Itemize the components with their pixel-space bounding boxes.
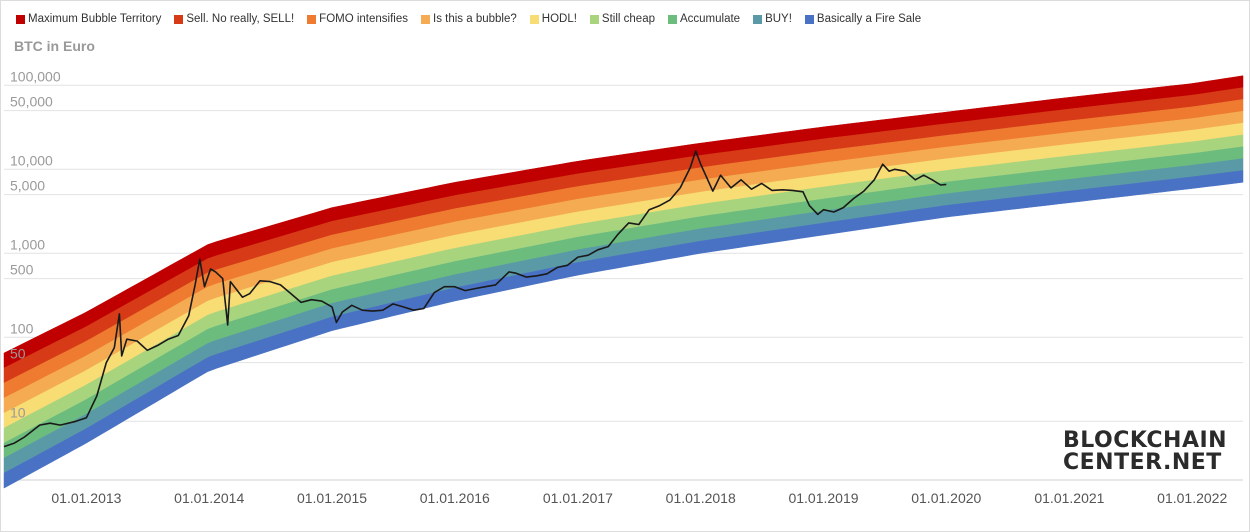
legend-swatch — [307, 14, 317, 24]
price-series — [3, 150, 947, 448]
y-tick-label: 100,000 — [10, 68, 61, 84]
legend-label: HODL! — [541, 13, 577, 25]
y-tick-label: 50,000 — [10, 94, 53, 110]
logo-line-2: CENTER.NET — [1063, 450, 1222, 475]
legend-label: Accumulate — [679, 13, 741, 25]
y-tick-label: 10,000 — [10, 152, 53, 168]
y-tick-label: 50 — [10, 346, 26, 362]
legend-label: Basically a Fire Sale — [816, 13, 922, 25]
rainbow-bands — [3, 75, 1244, 489]
legend-swatch — [174, 14, 184, 24]
legend-label: FOMO intensifies — [319, 13, 408, 25]
logo-line-1: BLOCKCHAIN — [1063, 428, 1228, 453]
x-tick-label: 01.01.2020 — [911, 490, 981, 506]
x-tick-label: 01.01.2014 — [174, 490, 244, 506]
x-tick-label: 01.01.2013 — [51, 490, 121, 506]
band-basically-a-fire-sale — [3, 170, 1244, 489]
legend-item[interactable]: Sell. No really, SELL! — [174, 13, 294, 25]
legend-swatch — [16, 14, 25, 24]
legend-item[interactable]: FOMO intensifies — [307, 13, 408, 25]
btc-price-line — [3, 150, 947, 448]
x-tick-label: 01.01.2015 — [297, 490, 367, 506]
legend-label: Still cheap — [601, 13, 655, 25]
legend-item[interactable]: Basically a Fire Sale — [804, 13, 922, 25]
legend-swatch — [753, 14, 763, 24]
legend-label: Maximum Bubble Territory — [28, 13, 162, 25]
x-tick-label: 01.01.2021 — [1034, 490, 1104, 506]
x-tick-label: 01.01.2016 — [420, 490, 490, 506]
y-axis-ticks: 10 50 100 500 1,000 5,000 10,000 50,000 100,000 — [10, 68, 61, 420]
legend-label: Is this a bubble? — [433, 13, 517, 25]
legend-swatch — [667, 14, 677, 24]
y-tick-label: 5,000 — [10, 178, 45, 194]
y-tick-label: 10 — [10, 404, 26, 420]
x-axis-ticks: 01.01.2013 01.01.2014 01.01.2015 01.01.2016… — [51, 490, 1227, 506]
legend-swatch — [529, 14, 539, 24]
y-tick-label: 100 — [10, 320, 34, 336]
legend-swatch — [421, 14, 430, 24]
legend-swatch — [804, 14, 814, 24]
legend-item[interactable]: Maximum Bubble Territory — [16, 13, 161, 25]
legend-item[interactable]: Accumulate — [667, 13, 741, 25]
legend-label: Sell. No really, SELL! — [186, 13, 295, 25]
x-tick-label: 01.01.2022 — [1157, 490, 1227, 506]
legend-item[interactable]: Still cheap — [589, 13, 655, 25]
x-tick-label: 01.01.2019 — [788, 490, 858, 506]
legend-item[interactable]: HODL! — [529, 13, 577, 25]
chart-legend: Maximum Bubble Territory Sell. No really,… — [16, 10, 934, 28]
legend-swatch — [589, 14, 599, 24]
y-tick-label: 500 — [10, 262, 34, 278]
chart-title: BTC in Euro — [14, 38, 95, 54]
legend-item[interactable]: Is this a bubble? — [421, 13, 517, 25]
x-tick-label: 01.01.2017 — [543, 490, 613, 506]
legend-label: BUY! — [765, 13, 792, 25]
legend-item[interactable]: BUY! — [753, 13, 792, 25]
x-tick-label: 01.01.2018 — [666, 490, 736, 506]
blockchaincenter-logo[interactable]: BLOCKCHAIN CENTER.NET — [1063, 428, 1228, 475]
y-tick-label: 1,000 — [10, 236, 45, 252]
